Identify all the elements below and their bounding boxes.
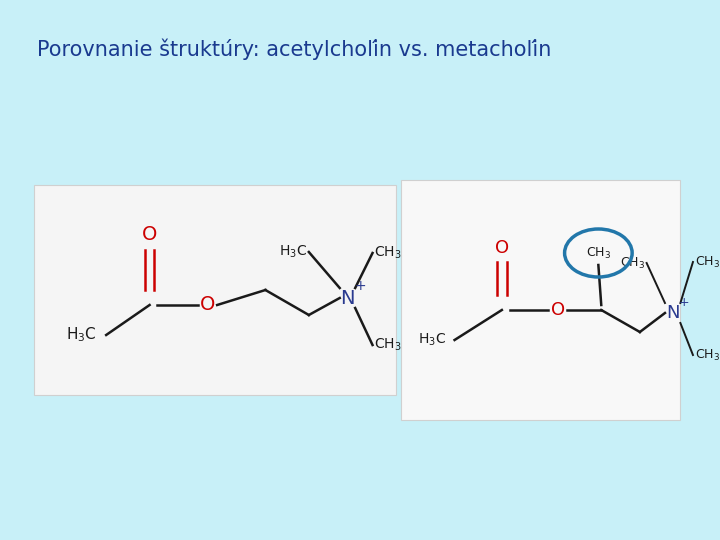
- Text: H$_3$C: H$_3$C: [66, 326, 96, 345]
- Text: CH$_3$: CH$_3$: [374, 337, 402, 353]
- Text: O: O: [142, 226, 157, 245]
- Text: Porovnanie štruktúry: acetylcholín vs. metacholín: Porovnanie štruktúry: acetylcholín vs.…: [37, 38, 551, 59]
- FancyBboxPatch shape: [400, 180, 680, 420]
- Text: +: +: [354, 279, 366, 293]
- Text: H$_3$C: H$_3$C: [279, 244, 307, 260]
- Text: N: N: [666, 304, 680, 322]
- Text: CH$_3$: CH$_3$: [620, 255, 644, 271]
- Text: CH$_3$: CH$_3$: [374, 245, 402, 261]
- Text: CH$_3$: CH$_3$: [695, 347, 720, 362]
- Text: O: O: [200, 295, 215, 314]
- Text: CH$_3$: CH$_3$: [586, 246, 611, 261]
- Text: H$_3$C: H$_3$C: [418, 332, 446, 348]
- Text: N: N: [340, 288, 355, 307]
- Text: CH$_3$: CH$_3$: [695, 254, 720, 269]
- Text: O: O: [551, 301, 565, 319]
- FancyBboxPatch shape: [34, 185, 396, 395]
- Text: +: +: [679, 296, 690, 309]
- Text: O: O: [495, 239, 509, 257]
